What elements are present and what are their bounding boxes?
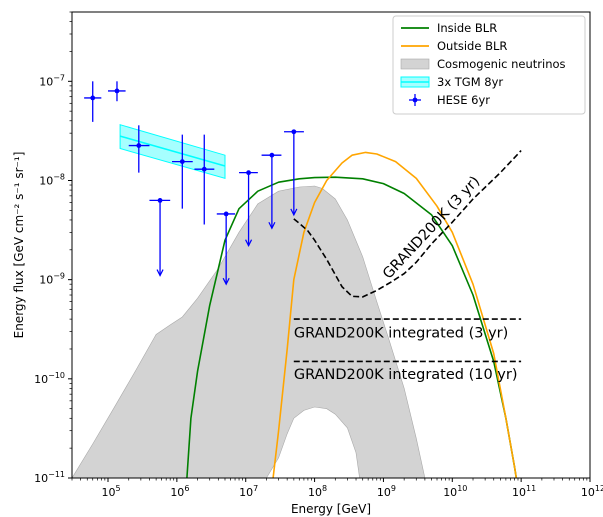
x-tick-label-4: 109 (377, 484, 396, 499)
hese-6yr-point-6 (216, 211, 236, 286)
x-tick-label-2: 107 (239, 484, 258, 499)
legend-label: Outside BLR (437, 39, 507, 53)
hese-6yr-point-0 (84, 81, 102, 122)
legend-box (392, 15, 586, 115)
legend-label: 3x TGM 8yr (437, 75, 503, 89)
cosmogenic-neutrinos-band (72, 185, 426, 478)
hese-6yr-point-7 (239, 170, 258, 248)
3x-tgm-8yr-line (119, 135, 226, 167)
y-tick-label-2: 10−9 (39, 272, 65, 287)
legend-label: Cosmogenic neutrinos (437, 57, 566, 71)
hese-6yr-point-8 (261, 152, 282, 230)
hese-6yr-point-5 (194, 134, 215, 225)
legend-label: Inside BLR (437, 21, 497, 35)
annotation-1: GRAND200K integrated (3 yr) (294, 326, 508, 342)
x-tick-label-1: 106 (170, 484, 189, 499)
y-axis-label: Energy flux [GeV cm⁻² s⁻¹ sr⁻¹] (12, 152, 26, 339)
x-tick-label-0: 105 (101, 484, 120, 499)
legend-label: HESE 6yr (437, 93, 490, 107)
hese-6yr-point-3 (149, 197, 171, 277)
hese-6yr-point-2 (128, 125, 150, 173)
hese-6yr-point-9 (284, 129, 304, 217)
dashed-curve-4 (293, 150, 522, 298)
x-tick-label-3: 108 (308, 484, 327, 499)
x-tick-label-7: 1012 (581, 484, 603, 499)
x-tick-label-6: 1011 (512, 484, 536, 499)
annotation-2: GRAND200K integrated (10 yr) (294, 367, 518, 383)
legend-item-cosmogenic-neutrinos: Cosmogenic neutrinos (400, 57, 566, 71)
legend: Inside BLR Outside BLR Cosmogenic neutrino… (392, 15, 586, 115)
y-tick-label-3: 10−8 (39, 172, 65, 187)
legend-item-outside-blr: Outside BLR (401, 39, 507, 53)
legend-item-3x-tgm-8yr: 3x TGM 8yr (400, 75, 503, 89)
y-tick-label-1: 10−10 (34, 371, 65, 386)
legend-item-inside-blr: Inside BLR (401, 21, 497, 35)
x-tick-label-5: 1010 (443, 484, 467, 499)
inside-blr-line (186, 176, 518, 478)
hese-6yr-point-1 (108, 81, 126, 102)
hese-6yr-point-4 (172, 134, 193, 209)
plot-frame (71, 11, 591, 479)
y-tick-label-0: 10−11 (34, 470, 65, 485)
x-axis-label: Energy [GeV] (291, 502, 371, 516)
y-tick-label-4: 10−7 (39, 73, 65, 88)
legend-item-hese-6yr: HESE 6yr (409, 93, 490, 107)
outside-blr-line (272, 151, 518, 478)
